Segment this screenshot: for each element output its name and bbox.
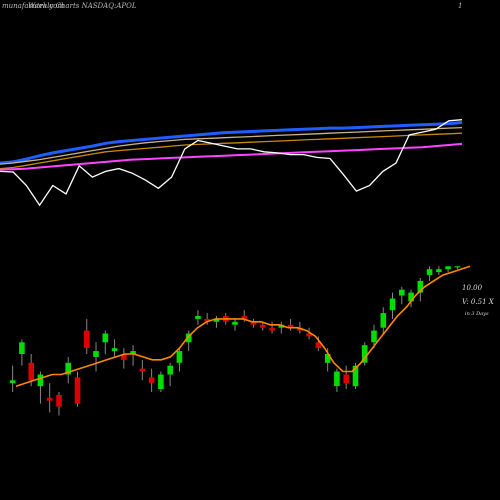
indicator-panel	[0, 119, 463, 207]
candle-body-19	[185, 333, 192, 343]
indicator-line-4	[0, 119, 463, 207]
candle-body-30	[287, 324, 294, 328]
candle-body-2	[28, 362, 34, 381]
candle-body-6	[65, 362, 71, 375]
candle-body-12	[121, 354, 127, 360]
indicator-line-2	[0, 132, 463, 170]
candle-body-45	[426, 269, 433, 275]
candle-body-22	[213, 318, 220, 322]
candle-body-35	[334, 371, 340, 387]
candle-body-13	[130, 351, 136, 354]
candle-body-43	[408, 292, 414, 302]
candle-body-36	[343, 374, 349, 384]
candle-body-4	[46, 397, 53, 401]
candle-body-41	[389, 298, 396, 311]
volume-label: V: 0.51 X	[462, 298, 494, 306]
candle-body-27	[260, 324, 266, 328]
price-panel	[9, 265, 471, 416]
corner-label: 1	[458, 2, 463, 10]
site-label: munafasutra.com	[2, 2, 65, 10]
indicator-line-3	[0, 142, 463, 171]
indicator-line-0	[0, 121, 463, 165]
candle-body-42	[399, 289, 405, 296]
candle-body-32	[306, 333, 312, 337]
indicator-line-1	[0, 126, 463, 165]
chart-title: Weekly Charts NASDAQ:APOL	[28, 2, 137, 10]
candle-body-14	[139, 368, 146, 372]
candle-body-37	[352, 365, 359, 387]
candle-body-33	[315, 342, 322, 349]
candle-body-1	[19, 342, 25, 354]
candle-body-0	[9, 380, 16, 384]
candle-body-9	[93, 351, 99, 357]
candle-body-34	[324, 354, 331, 363]
candle-body-39	[371, 330, 377, 343]
candle-body-24	[232, 321, 238, 325]
candle-body-46	[436, 269, 442, 273]
candle-body-15	[148, 377, 155, 384]
candle-body-26	[250, 321, 257, 325]
candle-body-10	[102, 333, 109, 343]
candle-body-18	[176, 351, 183, 363]
candle-body-47	[445, 266, 451, 270]
candle-body-20	[195, 316, 201, 319]
candle-body-21	[204, 318, 210, 322]
candle-body-11	[111, 348, 118, 352]
candle-body-48	[454, 266, 461, 268]
price-label: 10.00	[462, 284, 483, 292]
candle-body-28	[269, 327, 275, 331]
candle-body-16	[158, 374, 164, 390]
candle-body-44	[417, 280, 424, 293]
period-label: in 3 Days	[465, 311, 489, 317]
candle-body-3	[37, 374, 44, 387]
candle-body-38	[361, 345, 368, 363]
moving-average-line	[15, 265, 471, 387]
candle-body-8	[84, 330, 90, 349]
candle-body-40	[380, 313, 387, 328]
candle-body-5	[56, 394, 62, 407]
candle-body-7	[74, 377, 81, 404]
candle-body-25	[241, 316, 248, 319]
candle-body-17	[167, 365, 173, 375]
